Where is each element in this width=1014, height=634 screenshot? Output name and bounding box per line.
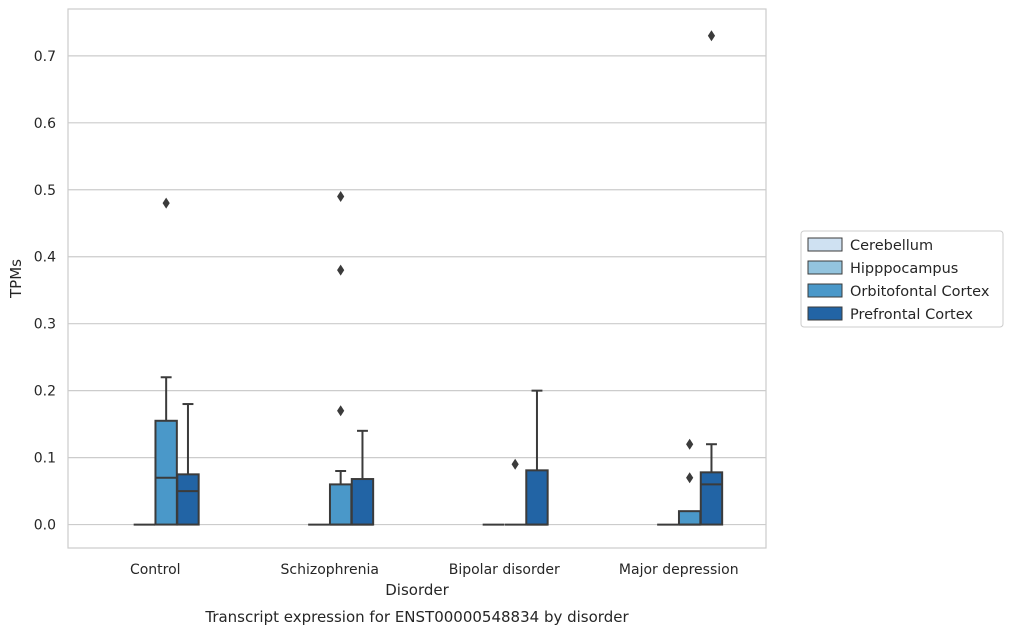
box (328, 483, 353, 526)
outlier-point (162, 197, 170, 209)
chart-caption: Transcript expression for ENST0000054883… (204, 608, 629, 626)
box (699, 471, 724, 526)
y-tick-label: 0.0 (34, 518, 56, 534)
outlier-point (686, 438, 694, 450)
legend-swatch (807, 283, 843, 298)
legend-swatch (807, 237, 843, 252)
box (350, 478, 375, 526)
legend-label: Hipppocampus (850, 261, 958, 277)
legend-swatch (807, 260, 843, 275)
x-tick-label: Control (130, 562, 181, 578)
y-tick-label: 0.6 (34, 116, 56, 132)
y-tick-labels: 0.0 0.1 0.2 0.3 0.4 0.5 0.6 0.7 (34, 49, 56, 534)
x-tick-label: Schizophrenia (281, 562, 379, 578)
box (525, 469, 549, 526)
outlier-point (707, 30, 716, 42)
x-tick-label: Major depression (619, 562, 739, 578)
x-axis-title: Disorder (385, 581, 449, 599)
series-prefrontal-cortex (176, 30, 724, 526)
y-tick-label: 0.4 (34, 250, 56, 266)
box (154, 419, 178, 526)
outlier-point (511, 458, 519, 470)
plot-frame (67, 8, 767, 549)
legend: Cerebellum Hipppocampus Orbitofontal Corte… (800, 230, 1004, 328)
y-axis-title: TPMs (7, 259, 25, 299)
y-tick-label: 0.7 (34, 49, 56, 65)
legend-label: Prefrontal Cortex (850, 307, 973, 323)
legend-swatch (807, 306, 843, 321)
outlier-point (686, 472, 694, 484)
y-tick-label: 0.1 (34, 451, 56, 467)
outlier-point (337, 405, 345, 417)
gridlines (68, 55, 766, 526)
legend-frame (800, 230, 1004, 328)
outlier-point (337, 190, 345, 202)
outlier-point (337, 264, 345, 276)
legend-label: Orbitofontal Cortex (850, 284, 990, 300)
x-tick-label: Bipolar disorder (449, 562, 560, 578)
legend-label: Cerebellum (850, 238, 933, 254)
y-tick-label: 0.5 (34, 183, 56, 199)
plot-series (133, 30, 724, 526)
series-orbitofontal-cortex (154, 190, 702, 526)
y-tick-label: 0.3 (34, 317, 56, 333)
box (176, 473, 200, 526)
box (677, 510, 702, 526)
x-tick-labels: Control Schizophrenia Bipolar disorder Majo… (130, 562, 739, 578)
y-tick-label: 0.2 (34, 384, 56, 400)
